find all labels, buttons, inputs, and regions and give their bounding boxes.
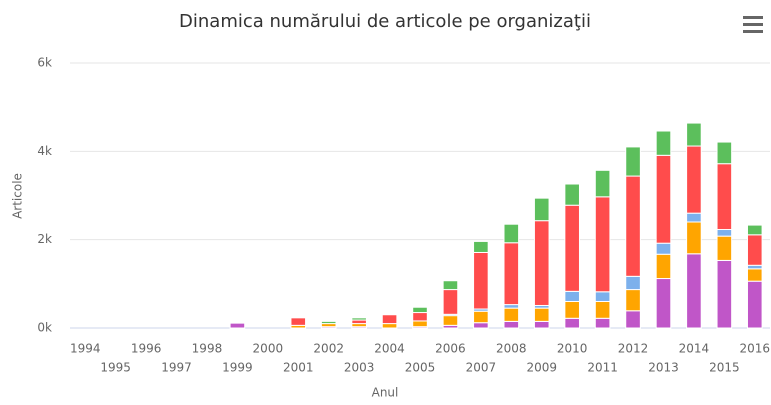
- x-tick-label: 2007: [466, 361, 497, 375]
- x-tick-label: 2008: [496, 342, 527, 356]
- bar-segment: [686, 122, 702, 147]
- bar-segment: [655, 242, 672, 255]
- bar-segment: [320, 320, 337, 325]
- chart-title: Dinamica numărului de articole pe organi…: [179, 11, 591, 32]
- bar-segment: [503, 307, 520, 322]
- bar-segment: [412, 312, 428, 322]
- bar-segment: [351, 319, 367, 325]
- bar-segment: [533, 307, 550, 322]
- bar-segment: [473, 240, 489, 253]
- bar-segment: [716, 235, 733, 261]
- menu-icon[interactable]: [743, 16, 763, 33]
- bar-segment: [564, 183, 580, 206]
- x-tick-label: 2009: [526, 361, 557, 375]
- bar-segment: [503, 223, 520, 244]
- x-tick-label: 2015: [709, 361, 740, 375]
- bar-segment: [594, 291, 611, 302]
- bar-segment: [686, 253, 702, 329]
- bar-segment: [746, 234, 763, 266]
- bar-segment: [686, 145, 702, 214]
- bar-segment: [594, 169, 611, 198]
- x-tick-label: 1999: [222, 361, 253, 375]
- x-tick-label: 1997: [161, 361, 192, 375]
- bar-segment: [655, 130, 672, 156]
- y-axis-title: Articole: [11, 173, 25, 219]
- x-tick-label: 2003: [344, 361, 375, 375]
- bar-segment: [716, 229, 733, 237]
- bar-segment: [625, 275, 641, 291]
- bar-segment: [746, 224, 763, 236]
- x-tick-label: 2002: [313, 342, 344, 356]
- x-tick-label: 2013: [648, 361, 679, 375]
- bar-segment: [442, 280, 459, 291]
- bar-segment: [503, 242, 520, 306]
- x-tick-label: 1996: [131, 342, 162, 356]
- bar-segment: [564, 301, 580, 319]
- bar-segment: [594, 301, 611, 319]
- bar-segment: [412, 320, 428, 328]
- bar-segment: [503, 320, 520, 329]
- bar-segment: [533, 197, 550, 222]
- x-tick-label: 2014: [679, 342, 710, 356]
- x-tick-label: 2011: [587, 361, 618, 375]
- bar-segment: [564, 317, 580, 329]
- bar-segment: [290, 317, 307, 326]
- bar-segment: [625, 146, 641, 177]
- x-tick-label: 2001: [283, 361, 314, 375]
- bar-segment: [442, 315, 459, 326]
- x-tick-label: 2012: [618, 342, 649, 356]
- bar-segment: [381, 323, 398, 329]
- bar-segment: [473, 322, 489, 329]
- x-tick-label: 2000: [253, 342, 284, 356]
- y-tick-label: 4k: [37, 144, 52, 158]
- menu-bar[interactable]: [743, 30, 763, 33]
- x-tick-label: 1995: [100, 361, 131, 375]
- bar-segment: [655, 154, 672, 244]
- bar-segment: [746, 268, 763, 282]
- x-tick-label: 2016: [740, 342, 771, 356]
- y-tick-label: 2k: [37, 232, 52, 246]
- bar-segment: [746, 264, 763, 270]
- x-tick-label: 1994: [70, 342, 101, 356]
- bar-segment: [655, 278, 672, 329]
- bar-segment: [594, 196, 611, 293]
- bar-segment: [716, 141, 733, 165]
- x-tick-label: 2006: [435, 342, 466, 356]
- bar-segment: [229, 322, 246, 329]
- x-axis-title: Anul: [372, 386, 399, 400]
- bar-segment: [716, 163, 733, 231]
- bar-segment: [655, 253, 672, 280]
- bar-segment: [686, 212, 702, 223]
- bar-segment: [594, 317, 611, 329]
- x-tick-label: 2004: [374, 342, 405, 356]
- bar-segment: [625, 310, 641, 329]
- bar-segment: [412, 306, 428, 314]
- menu-bar[interactable]: [743, 23, 763, 26]
- bar-segment: [473, 310, 489, 324]
- bar-segment: [442, 289, 459, 315]
- bar-segment: [533, 320, 550, 329]
- y-tick-label: 6k: [37, 56, 52, 70]
- menu-bar[interactable]: [743, 16, 763, 19]
- bar-segment: [503, 304, 520, 309]
- bar-segment: [625, 289, 641, 312]
- bar-segment: [564, 204, 580, 292]
- x-tick-label: 2010: [557, 342, 588, 356]
- y-tick-label: 0k: [37, 321, 52, 335]
- bar-segment: [533, 220, 550, 306]
- bar-segment: [564, 290, 580, 303]
- x-tick-label: 1998: [192, 342, 223, 356]
- bar-segment: [746, 280, 763, 329]
- bar-segment: [351, 317, 367, 321]
- bar-segment: [716, 259, 733, 329]
- bar-segment: [625, 175, 641, 277]
- bar-segment: [381, 314, 398, 325]
- bar-segment: [686, 221, 702, 255]
- x-tick-label: 2005: [405, 361, 436, 375]
- bar-segment: [473, 251, 489, 310]
